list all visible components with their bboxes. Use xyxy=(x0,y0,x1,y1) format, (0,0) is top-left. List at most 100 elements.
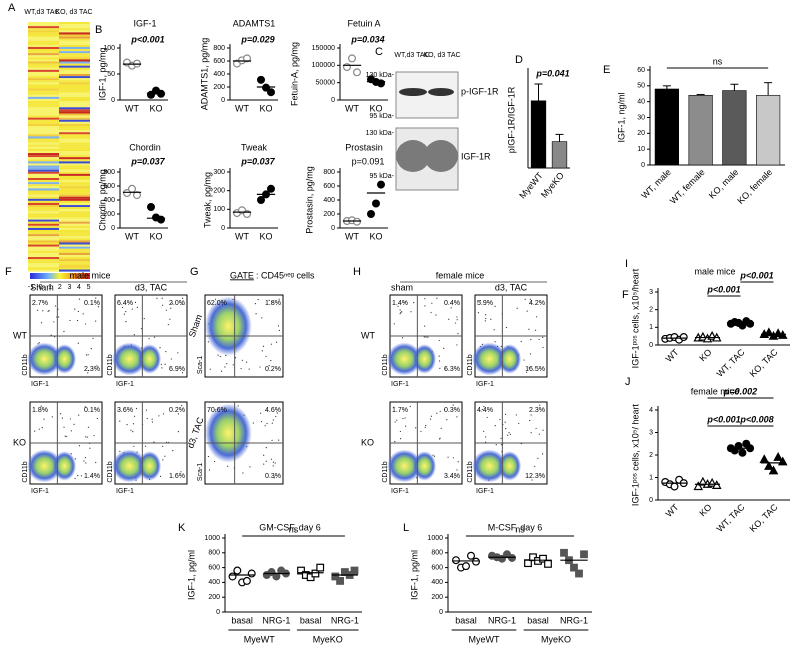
data-point xyxy=(348,54,357,63)
flow-event xyxy=(505,326,508,329)
y-axis-label: pIGF-1R/IGF-1R xyxy=(506,86,516,153)
significance-label: p<0.001 xyxy=(706,414,740,424)
flow-density xyxy=(498,344,522,374)
blot-band xyxy=(428,88,454,96)
flow-event xyxy=(74,477,76,480)
flow-event xyxy=(479,300,482,302)
heatmap-cell xyxy=(28,240,59,243)
heatmap-cell xyxy=(59,34,90,37)
heatmap-cell xyxy=(28,88,59,91)
data-point xyxy=(147,203,156,212)
flow-event xyxy=(266,422,268,425)
heatmap-cell xyxy=(59,132,90,135)
group-label: MyeWT xyxy=(244,634,275,644)
flow-event xyxy=(82,313,84,315)
flow-event xyxy=(69,418,71,420)
y-tick-label: 800 xyxy=(431,550,443,557)
panel-letter: K xyxy=(178,522,186,534)
p-value-label: p=0.041 xyxy=(535,68,569,78)
flow-event xyxy=(515,414,517,416)
flow-event xyxy=(518,422,520,425)
flow-event xyxy=(38,342,40,344)
heatmap-cell xyxy=(28,234,59,237)
flow-event xyxy=(450,307,452,309)
flow-event xyxy=(484,320,486,322)
flow-event xyxy=(424,426,426,428)
chart-title: Prostasin xyxy=(345,142,383,152)
flow-event xyxy=(165,309,167,311)
flow-event xyxy=(219,355,221,358)
flow-event xyxy=(41,426,43,429)
heatmap-cell xyxy=(28,111,59,114)
flow-x-axis-label: IGF-1 xyxy=(116,381,134,388)
flow-event xyxy=(399,309,401,311)
flow-event xyxy=(270,343,273,345)
flow-event xyxy=(86,436,88,438)
flow-density xyxy=(205,403,252,463)
quadrant-percent: 12.3% xyxy=(525,473,545,480)
heatmap-cell xyxy=(28,121,59,124)
heatmap-cell xyxy=(28,126,59,129)
flow-event xyxy=(485,317,487,320)
y-axis-label: IGF-1, pg/mg xyxy=(97,47,107,100)
heatmap-cell xyxy=(28,159,59,162)
heatmap-cell xyxy=(28,261,59,264)
flow-event xyxy=(404,417,406,419)
y-tick-label: 50000 xyxy=(316,80,336,87)
flow-event xyxy=(159,347,161,349)
flow-event xyxy=(77,342,79,344)
flow-event xyxy=(85,436,87,438)
flow-event xyxy=(43,418,45,420)
y-tick-label: 3 xyxy=(649,289,653,296)
flow-event xyxy=(420,430,422,433)
y-tick-label: 100000 xyxy=(312,62,335,69)
flow-event xyxy=(528,328,530,330)
heatmap-cell xyxy=(59,155,90,158)
heatmap-cell xyxy=(28,82,59,85)
blot-column-label: KO, d3 TAC xyxy=(423,52,460,59)
quadrant-percent: 0.1% xyxy=(84,300,100,307)
heatmap-cell xyxy=(59,115,90,118)
flow-y-axis-label: CD11b xyxy=(467,354,474,375)
flow-event xyxy=(161,367,163,369)
heatmap-cell xyxy=(59,74,90,77)
y-tick-label: 800 xyxy=(103,169,115,176)
flow-event xyxy=(529,419,531,422)
chart-title: IGF-1 xyxy=(133,18,156,28)
blot-marker-label: 130 kDa- xyxy=(366,72,395,79)
heatmap-cell xyxy=(28,80,59,83)
flow-density xyxy=(53,451,77,481)
heatmap-cell xyxy=(28,225,59,228)
heatmap-cell xyxy=(28,26,59,29)
heatmap-cell xyxy=(28,109,59,112)
flow-event xyxy=(446,419,448,421)
heatmap-cell xyxy=(59,111,90,114)
flow-event xyxy=(121,306,123,309)
flow-y-axis-label: CD11b xyxy=(467,461,474,482)
flow-event xyxy=(97,306,100,308)
heatmap-cell xyxy=(28,67,59,70)
heatmap-cell xyxy=(28,169,59,172)
x-tick-label: WT, female xyxy=(668,167,707,206)
flow-event xyxy=(500,345,502,347)
data-point xyxy=(759,454,770,464)
y-tick-label: 800 xyxy=(213,45,225,52)
y-tick-label: 0 xyxy=(111,97,115,104)
heatmap-cell xyxy=(28,250,59,253)
data-point xyxy=(311,569,320,578)
heatmap-cell xyxy=(28,254,59,258)
heatmap-cell xyxy=(28,148,59,151)
flow-event xyxy=(217,354,219,356)
heatmap-cell xyxy=(59,96,90,99)
heatmap-cell xyxy=(59,51,90,54)
flow-event xyxy=(133,415,136,417)
quadrant-percent: 6.3% xyxy=(444,366,460,373)
heatmap-cell xyxy=(59,180,90,183)
flow-event xyxy=(133,334,135,336)
y-tick-label: 1000 xyxy=(204,535,220,542)
flow-event xyxy=(159,475,162,477)
x-tick-label: WT xyxy=(235,103,249,113)
flow-event xyxy=(275,415,277,418)
heatmap-cell xyxy=(28,22,59,25)
